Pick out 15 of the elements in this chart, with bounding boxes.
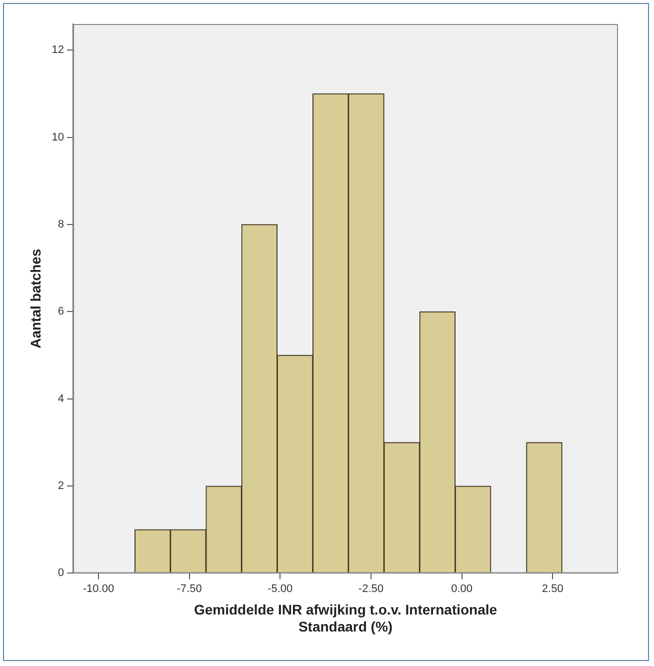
x-tick-label: 2.50 xyxy=(542,582,564,595)
y-tick-label: 2 xyxy=(58,480,64,492)
y-tick-label: 8 xyxy=(58,218,64,231)
y-axis-title: Aantal batches xyxy=(27,248,44,348)
x-tick-label: -2.50 xyxy=(358,582,384,595)
x-tick-label: 0.00 xyxy=(451,582,472,595)
y-tick-label: 12 xyxy=(52,44,64,56)
x-tick-label: -5.00 xyxy=(268,582,293,595)
y-tick-label: 10 xyxy=(52,131,64,144)
x-axis-title: Gemiddelde INR afwijking t.o.v. Internationale Standaard (%) xyxy=(194,602,498,634)
y-tick-label: 0 xyxy=(58,567,64,580)
x-tick-label: -7.50 xyxy=(176,582,202,595)
y-tick-label: 4 xyxy=(58,392,64,405)
y-tick-label: 6 xyxy=(58,306,64,318)
x-tick-label: -10.00 xyxy=(82,582,114,595)
